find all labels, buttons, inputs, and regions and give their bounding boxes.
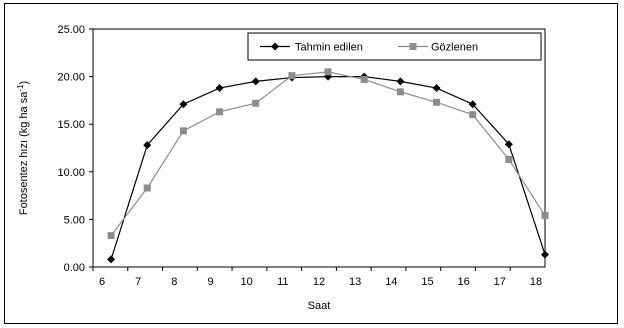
x-tick-label: 18 bbox=[530, 276, 542, 288]
y-axis-label-superscript: -1 bbox=[16, 84, 25, 92]
y-tick-label: 25.00 bbox=[57, 24, 85, 36]
y-tick-label: 5.00 bbox=[64, 214, 85, 226]
plot-area bbox=[92, 28, 546, 268]
data-point-square bbox=[107, 232, 115, 240]
series-line-1 bbox=[110, 75, 546, 260]
x-tick-label: 16 bbox=[458, 276, 470, 288]
data-point-square bbox=[469, 111, 477, 119]
x-tick-label: 13 bbox=[349, 276, 361, 288]
x-tick-label: 9 bbox=[207, 276, 213, 288]
data-point-square bbox=[396, 88, 404, 96]
data-point-square bbox=[324, 68, 332, 76]
y-tick-label: 15.00 bbox=[57, 119, 85, 131]
data-point-square bbox=[216, 108, 224, 116]
data-point-diamond bbox=[468, 100, 477, 109]
y-axis-label-close: ) bbox=[18, 81, 30, 85]
x-tick-label: 14 bbox=[385, 276, 397, 288]
x-tick-label: 8 bbox=[171, 276, 177, 288]
line-chart: 0.00 5.00 10.00 15.00 20.00 25.00 6 7 8 9 10 11 12 13… bbox=[16, 24, 549, 312]
data-point-square bbox=[179, 127, 187, 135]
legend-label-2: Gözlenen bbox=[431, 42, 478, 54]
data-point-square bbox=[252, 99, 260, 107]
chart-frame: 0.00 5.00 10.00 15.00 20.00 25.00 6 7 8 9 10 11 12 13… bbox=[4, 3, 618, 324]
y-tick-label: 20.00 bbox=[57, 72, 85, 84]
data-point-diamond bbox=[432, 84, 441, 93]
data-point-square bbox=[288, 72, 296, 80]
x-axis-label: Saat bbox=[308, 300, 331, 312]
legend-marker-square bbox=[409, 43, 417, 50]
data-point-diamond bbox=[107, 255, 116, 264]
data-point-square bbox=[505, 155, 513, 163]
y-tick-label: 10.00 bbox=[57, 167, 85, 179]
data-point-diamond bbox=[179, 100, 188, 109]
y-axis-label: Fotosentez hızı (kg ha sa-1) bbox=[16, 81, 30, 215]
data-point-square bbox=[541, 212, 549, 220]
data-point-diamond bbox=[251, 77, 260, 86]
legend-marker-diamond bbox=[271, 42, 279, 51]
x-tick-label: 12 bbox=[313, 276, 325, 288]
x-tick-label: 6 bbox=[99, 276, 105, 288]
legend-box bbox=[247, 32, 542, 61]
data-point-square bbox=[143, 184, 151, 192]
data-point-square bbox=[360, 75, 368, 83]
x-tick-label: 15 bbox=[421, 276, 433, 288]
legend-label-1: Tahmin edilen bbox=[295, 42, 363, 54]
data-point-square bbox=[433, 98, 441, 106]
series-line-2 bbox=[110, 71, 546, 236]
x-tick-label: 7 bbox=[135, 276, 141, 288]
x-tick-label: 10 bbox=[241, 276, 253, 288]
y-tick-label: 0.00 bbox=[64, 262, 85, 274]
data-point-diamond bbox=[541, 250, 549, 259]
y-axis-label-main: Fotosentez hızı (kg ha sa bbox=[18, 91, 30, 215]
data-point-diamond bbox=[143, 141, 152, 150]
x-tick-label: 11 bbox=[277, 276, 288, 288]
data-point-diamond bbox=[504, 140, 513, 149]
data-point-diamond bbox=[215, 84, 224, 93]
x-tick-label: 17 bbox=[494, 276, 506, 288]
data-point-diamond bbox=[396, 77, 405, 86]
